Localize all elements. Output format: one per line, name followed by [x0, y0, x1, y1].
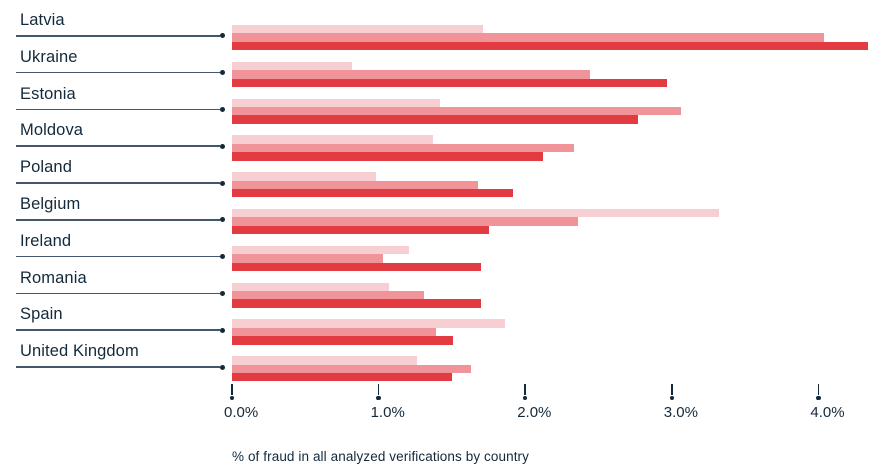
bar-estonia-series-light — [232, 98, 441, 107]
label-leader-line — [16, 366, 220, 368]
x-tick-label: 0.0% — [224, 404, 259, 421]
bar-belgium-series-medium — [232, 217, 578, 226]
country-label-united-kingdom: United Kingdom — [20, 342, 139, 361]
bar-ukraine-series-light — [232, 61, 353, 71]
bar-belgium-series-light — [232, 209, 719, 218]
label-leader-dot — [219, 217, 225, 223]
bar-latvia-series-light — [232, 25, 483, 34]
x-tick-dot — [229, 395, 235, 401]
country-label-poland: Poland — [20, 158, 72, 177]
x-tick-label: 2.0% — [517, 404, 552, 421]
bar-spain-series-medium — [232, 327, 436, 337]
bar-poland-series-light — [232, 172, 376, 181]
bar-romania-series-dark — [232, 299, 482, 308]
label-leader-line — [16, 145, 220, 147]
bar-spain-series-dark — [232, 336, 454, 345]
bar-belgium-series-dark — [232, 225, 489, 235]
label-leader-line — [16, 108, 220, 111]
bar-ireland-series-dark — [232, 262, 482, 271]
bar-estonia-series-medium — [232, 107, 681, 116]
bar-spain-series-light — [232, 319, 505, 328]
label-leader-dot — [219, 364, 225, 370]
label-leader-dot — [219, 143, 225, 149]
x-tick-line — [671, 384, 673, 395]
label-leader-line — [16, 329, 220, 331]
country-label-spain: Spain — [20, 305, 63, 324]
bar-poland-series-dark — [232, 189, 514, 198]
x-tick-dot — [376, 395, 381, 401]
label-leader-dot — [219, 180, 225, 186]
country-label-belgium: Belgium — [20, 195, 81, 213]
x-tick-dot — [816, 395, 821, 401]
country-label-romania: Romania — [20, 268, 87, 287]
label-leader-dot — [219, 70, 225, 76]
bar-ireland-series-light — [232, 245, 410, 255]
label-leader-dot — [219, 290, 225, 296]
x-tick-dot — [522, 395, 528, 401]
x-tick-line — [524, 384, 526, 395]
bar-ireland-series-medium — [232, 254, 383, 263]
country-label-latvia: Latvia — [20, 11, 65, 29]
country-label-estonia: Estonia — [20, 84, 76, 103]
country-label-ireland: Ireland — [20, 231, 72, 250]
bar-ukraine-series-medium — [232, 70, 590, 79]
bar-latvia-series-dark — [232, 41, 869, 51]
bar-moldova-series-dark — [232, 152, 543, 161]
bar-ukraine-series-dark — [232, 78, 668, 87]
label-leader-dot — [219, 254, 225, 260]
bar-united-kingdom-series-medium — [232, 364, 471, 373]
label-leader-line — [16, 292, 220, 295]
x-tick-label: 3.0% — [663, 404, 698, 421]
label-leader-line — [16, 71, 220, 74]
bar-moldova-series-light — [232, 135, 433, 144]
x-tick-line — [231, 384, 233, 395]
x-tick-label: 4.0% — [810, 404, 845, 421]
bar-united-kingdom-series-dark — [232, 373, 452, 382]
x-tick-label: 1.0% — [370, 404, 405, 421]
country-label-ukraine: Ukraine — [20, 47, 78, 66]
label-leader-line — [16, 219, 220, 221]
bar-united-kingdom-series-light — [232, 356, 417, 365]
label-leader-line — [16, 182, 220, 184]
label-leader-line — [16, 255, 220, 258]
label-leader-line — [16, 35, 220, 37]
label-leader-dot — [219, 106, 225, 112]
bar-poland-series-medium — [232, 180, 479, 189]
bar-latvia-series-medium — [232, 33, 825, 42]
x-tick-line — [377, 384, 380, 395]
bar-romania-series-light — [232, 282, 389, 291]
bar-romania-series-medium — [232, 291, 425, 300]
bar-moldova-series-medium — [232, 143, 574, 153]
country-label-moldova: Moldova — [20, 121, 84, 140]
bar-estonia-series-dark — [232, 115, 639, 124]
label-leader-dot — [219, 327, 225, 333]
x-axis-caption: % of fraud in all analyzed verifications… — [232, 449, 529, 464]
label-leader-dot — [219, 33, 225, 39]
x-tick-dot — [669, 395, 675, 401]
x-tick-line — [817, 384, 820, 395]
